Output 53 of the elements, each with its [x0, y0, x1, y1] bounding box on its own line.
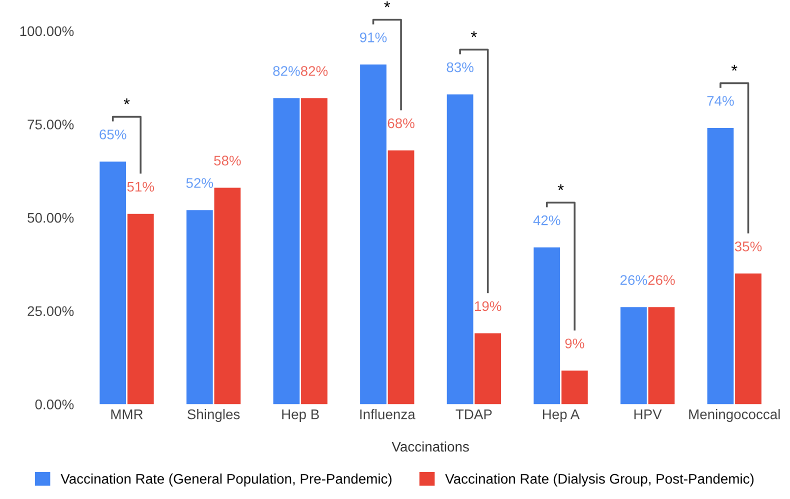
bar — [214, 188, 241, 404]
bar — [127, 214, 154, 404]
x-tick-label: Shingles — [188, 409, 240, 422]
bar — [301, 98, 328, 404]
data-label: 26% — [620, 275, 648, 285]
bar — [534, 247, 560, 404]
legend-label: Vaccination Rate (Dialysis Group, Post-Pandemic) — [445, 474, 754, 486]
bar — [707, 128, 734, 404]
y-tick-label: 0.00% — [35, 400, 74, 410]
data-label: 65% — [100, 130, 126, 140]
x-tick-label: Hep A — [542, 410, 580, 422]
data-label: 26% — [648, 275, 675, 285]
data-label: 19% — [475, 301, 502, 312]
y-tick-label: 50.00% — [28, 212, 74, 223]
data-label: 42% — [533, 215, 560, 226]
text: * — [384, 1, 390, 8]
bar — [620, 307, 647, 404]
bar — [648, 307, 675, 404]
data-label: 35% — [734, 242, 762, 252]
bar — [388, 150, 414, 404]
bar — [446, 94, 474, 404]
data-label: 83% — [446, 62, 474, 72]
y-tick-label: 75.00% — [28, 120, 74, 130]
data-label: 68% — [388, 118, 414, 128]
y-tick-label: 100.00% — [20, 26, 74, 36]
x-tick-label: Meningococcal — [689, 409, 780, 422]
data-label: 52% — [186, 178, 214, 188]
data-label: 9% — [565, 338, 584, 348]
annotation: * — [470, 31, 477, 38]
annotation: * — [124, 98, 130, 104]
data-label: 82% — [300, 66, 328, 76]
bar — [100, 162, 126, 404]
x-tick-label: Influenza — [360, 409, 416, 420]
annotation: * — [558, 184, 564, 190]
data-label: 51% — [127, 182, 154, 192]
data-label: 82% — [273, 66, 300, 76]
x-tick-label: HPV — [634, 410, 662, 420]
data-label: 58% — [214, 156, 241, 166]
data-label: 91% — [360, 32, 387, 42]
bar — [561, 370, 588, 404]
bar — [186, 210, 213, 404]
data-label: 74% — [707, 96, 734, 106]
x-axis-title: Vaccinations — [392, 441, 469, 452]
x-tick-label: Hep B — [282, 410, 319, 422]
bar — [735, 274, 762, 404]
y-tick-label: 25.00% — [28, 306, 74, 316]
annotation: * — [731, 64, 738, 71]
x-tick-label: TDAP — [456, 410, 492, 420]
bar — [273, 98, 300, 404]
legend-label: Vaccination Rate (General Population, Pre-Pandemic) — [60, 474, 392, 486]
bar — [360, 64, 386, 404]
bar — [474, 333, 502, 404]
x-tick-label: MMR — [111, 410, 143, 420]
